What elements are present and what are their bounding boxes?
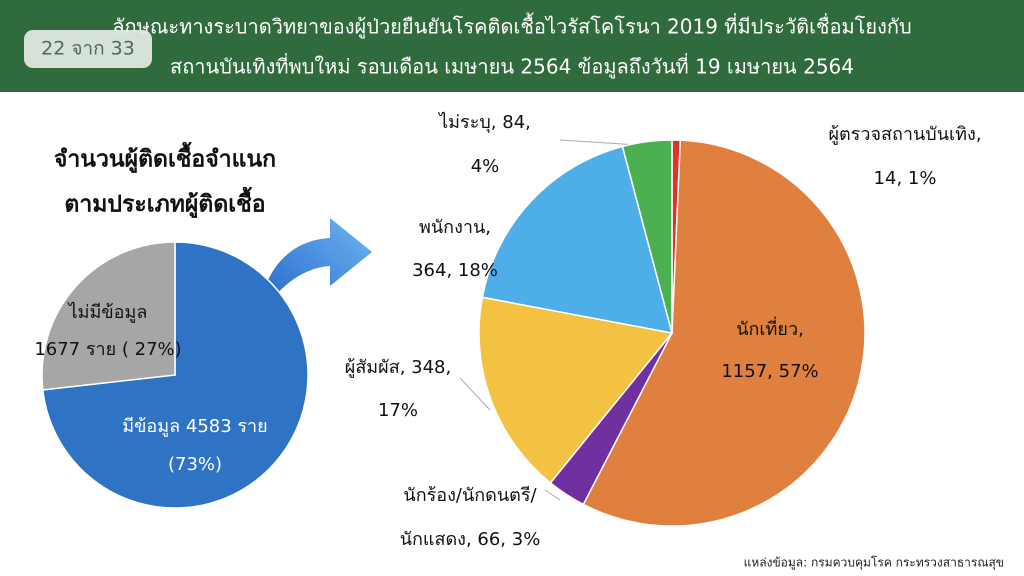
- data-label: นักร้อง/นักดนตรี/: [403, 485, 537, 506]
- leader-line: [544, 489, 561, 501]
- data-label: ผู้ตรวจสถานบันเทิง,: [828, 124, 981, 145]
- header-bar: [0, 0, 1024, 92]
- chart-title: ตามประเภทผู้ติดเชื้อ: [64, 187, 265, 219]
- pie-slice: [481, 145, 674, 334]
- data-label: (73%): [168, 454, 222, 475]
- leader-line: [459, 377, 491, 411]
- source-note: แหล่งข้อมูล: กรมควบคุมโรค กระทรวงสาธารณส…: [744, 556, 1004, 571]
- page-indicator: 22 จาก 33: [41, 38, 135, 60]
- arrow: [258, 218, 372, 320]
- pie-slice: [621, 139, 673, 334]
- data-label: 1677 ราย ( 27%): [34, 339, 181, 360]
- data-label: 364, 18%: [412, 260, 498, 281]
- header-title: สถานบันเทิงที่พบใหม่ รอบเดือน เมษายน 256…: [170, 53, 854, 80]
- page-badge: [24, 30, 152, 68]
- header-title: ลักษณะทางระบาดวิทยาของผู้ป่วยยืนยันโรคติ…: [112, 13, 911, 40]
- data-label: 14, 1%: [874, 168, 937, 189]
- data-label: ผู้สัมผัส, 348,: [345, 357, 451, 378]
- data-label: 4%: [471, 156, 500, 177]
- data-label: 17%: [378, 400, 418, 421]
- pie-slice: [582, 139, 866, 527]
- pie-slice: [478, 296, 674, 484]
- pie-slice: [41, 241, 176, 391]
- data-label: 1157, 57%: [721, 361, 818, 382]
- data-label: ไม่มีข้อมูล: [67, 301, 148, 323]
- chart-title: จำนวนผู้ติดเชื้อจำแนก: [54, 142, 276, 174]
- data-label: นักแสดง, 66, 3%: [400, 529, 541, 550]
- data-label: มีข้อมูล 4583 ราย: [122, 416, 267, 437]
- data-label: นักเที่ยว,: [736, 316, 804, 340]
- data-label: ไม่ระบุ, 84,: [437, 111, 531, 133]
- data-label: พนักงาน,: [419, 217, 491, 238]
